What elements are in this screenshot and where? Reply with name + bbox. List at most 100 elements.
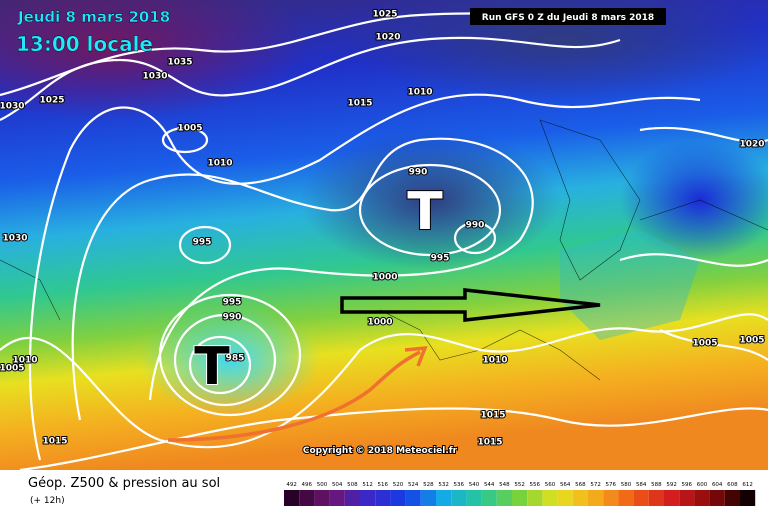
- legend-label: 600: [697, 482, 708, 488]
- legend-label: 588: [651, 482, 662, 488]
- isobar-label: 1025: [372, 10, 397, 20]
- isobar-label: 1000: [372, 273, 397, 283]
- legend-label: 604: [712, 482, 723, 488]
- legend-swatch: [390, 490, 406, 506]
- color-legend: 492 496 500 504 508 512 516 520 524 528 532 536 540 5…: [284, 482, 756, 506]
- legend-label: 560: [545, 482, 556, 488]
- isobars: [0, 8, 768, 472]
- legend-label: 556: [530, 482, 541, 488]
- date-title: Jeudi 8 mars 2018: [17, 8, 170, 26]
- run-label: Run GFS 0 Z du Jeudi 8 mars 2018: [482, 13, 654, 23]
- footer-title: Géop. Z500 & pression au sol: [28, 476, 220, 491]
- legend-swatch: [405, 490, 421, 506]
- legend-label: 496: [302, 482, 313, 488]
- isobar-label: 1025: [39, 96, 64, 106]
- low-markers: TT: [193, 181, 444, 398]
- legend-label: 520: [393, 482, 404, 488]
- isobar-label: 1010: [407, 88, 432, 98]
- isobar-label: 995: [223, 298, 242, 308]
- low-marker: T: [407, 182, 443, 242]
- legend-label: 508: [347, 482, 358, 488]
- legend-label: 544: [484, 482, 495, 488]
- footer-lead: (+ 12h): [30, 496, 65, 506]
- low-marker: T: [194, 337, 230, 397]
- legend-swatch: [542, 490, 558, 506]
- legend-swatch: [588, 490, 604, 506]
- legend-label: 612: [742, 482, 753, 488]
- isobar-label: 1015: [42, 437, 67, 447]
- legend-label: 528: [423, 482, 434, 488]
- legend-label: 576: [606, 482, 617, 488]
- isobar-label: 1015: [477, 438, 502, 448]
- legend-label: 580: [621, 482, 632, 488]
- legend-label: 512: [362, 482, 373, 488]
- isobar-label: 995: [193, 238, 212, 248]
- copyright: Copyright © 2018 Meteociel.fr: [303, 446, 458, 456]
- run-box: [470, 8, 666, 25]
- legend-label: 564: [560, 482, 571, 488]
- legend-label: 548: [499, 482, 510, 488]
- legend-label: 500: [317, 482, 328, 488]
- isobar-label: 990: [409, 168, 428, 178]
- legend-swatch: [360, 490, 376, 506]
- legend-label: 492: [286, 482, 297, 488]
- legend-swatch: [329, 490, 345, 506]
- legend-label: 524: [408, 482, 419, 488]
- isobar-label: 1010: [207, 159, 232, 169]
- legend-swatch: [648, 490, 664, 506]
- isobar-label: 985: [226, 354, 245, 364]
- legend-swatch: [572, 490, 588, 506]
- isobar-label: 1005: [739, 336, 764, 346]
- legend-swatch: [375, 490, 391, 506]
- legend-label: 504: [332, 482, 343, 488]
- legend-label: 552: [514, 482, 525, 488]
- isobar-label: 1030: [0, 102, 25, 112]
- legend-swatch: [603, 490, 619, 506]
- isobar-label: 1000: [367, 318, 392, 328]
- legend-swatch: [633, 490, 649, 506]
- isobar-label: 1005: [692, 339, 717, 349]
- legend-swatch: [740, 490, 756, 506]
- legend-label: 568: [575, 482, 586, 488]
- isobar-label: 1030: [2, 234, 27, 244]
- isobar-label: 1005: [177, 124, 202, 134]
- isobar-label: 1020: [739, 140, 764, 150]
- isobar-label: 1010: [12, 356, 37, 366]
- isobar-label: 990: [466, 221, 485, 231]
- legend-swatch: [664, 490, 680, 506]
- isobar-label: 995: [431, 254, 450, 264]
- legend-label: 540: [469, 482, 480, 488]
- time-title: 13:00 locale: [16, 32, 153, 56]
- legend-label: 536: [454, 482, 465, 488]
- legend-swatch: [284, 490, 300, 506]
- legend-swatch: [496, 490, 512, 506]
- isobar-label: 1035: [167, 58, 192, 68]
- legend-label: 592: [666, 482, 677, 488]
- legend-swatch: [344, 490, 360, 506]
- legend-swatch: [679, 490, 695, 506]
- isobar-label: 1030: [142, 72, 167, 82]
- legend-label: 532: [438, 482, 449, 488]
- isobar-label: 1010: [482, 356, 507, 366]
- legend-swatch: [314, 490, 330, 506]
- legend-swatch: [557, 490, 573, 506]
- isobar-label: 1015: [347, 99, 372, 109]
- legend-swatch: [694, 490, 710, 506]
- legend-swatch: [724, 490, 740, 506]
- legend-label: 596: [682, 482, 693, 488]
- arrows: [167, 288, 601, 442]
- legend-swatch: [436, 490, 452, 506]
- legend-label: 608: [727, 482, 738, 488]
- isobar-label: 1020: [375, 33, 400, 43]
- isobar-label: 1015: [480, 411, 505, 421]
- legend-swatch: [466, 490, 482, 506]
- legend-swatch: [618, 490, 634, 506]
- legend-swatch: [527, 490, 543, 506]
- isobar-label: 1005: [0, 364, 25, 374]
- legend-swatch: [299, 490, 315, 506]
- legend-label: 572: [590, 482, 601, 488]
- legend-label: 516: [378, 482, 389, 488]
